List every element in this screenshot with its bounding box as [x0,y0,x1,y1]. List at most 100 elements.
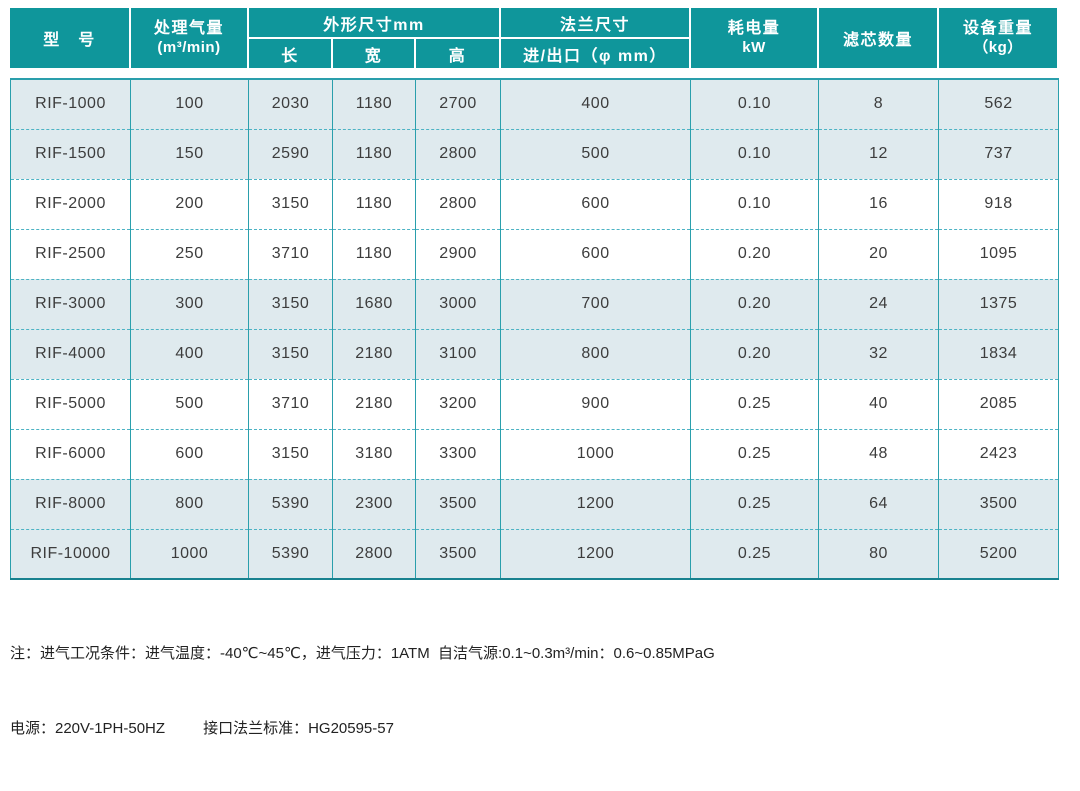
col-header-weight-unit: （kg） [973,39,1023,56]
cell-length: 2590 [248,129,333,180]
cell-capacity: 500 [130,379,249,430]
cell-capacity: 150 [130,129,249,180]
cell-height: 2800 [415,129,501,180]
cell-weight: 1834 [938,329,1059,380]
note-line-power-flange: 电源：220V-1PH-50HZ 接口法兰标准：HG20595-57 [10,716,1070,741]
cell-weight: 2085 [938,379,1059,430]
cell-length: 3150 [248,279,333,330]
cell-filter-count: 80 [818,529,939,579]
cell-power: 0.25 [690,379,819,430]
col-header-length: 长 [248,38,333,68]
cell-flange: 600 [500,229,691,280]
cell-power: 0.25 [690,529,819,579]
cell-width: 2800 [332,529,416,579]
table-row: RIF-2000 200 3150 1180 2800 600 0.10 16 … [10,179,1059,230]
cell-flange: 1000 [500,429,691,480]
table-row: RIF-1500 150 2590 1180 2800 500 0.10 12 … [10,129,1059,180]
header-body-gap [10,68,1070,78]
table-row: RIF-1000 100 2030 1180 2700 400 0.10 8 5… [10,79,1059,130]
cell-width: 1180 [332,179,416,230]
cell-length: 3710 [248,229,333,280]
cell-length: 5390 [248,529,333,579]
cell-model: RIF-2500 [10,229,131,280]
cell-flange: 1200 [500,479,691,530]
col-header-flange-sub: 进/出口（φ mm） [500,38,692,68]
cell-filter-count: 16 [818,179,939,230]
cell-power: 0.20 [690,229,819,280]
col-header-power-unit: kW [742,39,766,56]
cell-height: 3000 [415,279,501,330]
cell-capacity: 1000 [130,529,249,579]
cell-flange: 600 [500,179,691,230]
cell-width: 1680 [332,279,416,330]
cell-width: 1180 [332,129,416,180]
col-header-width: 宽 [332,38,416,68]
cell-height: 3200 [415,379,501,430]
cell-capacity: 600 [130,429,249,480]
col-header-height: 高 [415,38,502,68]
cell-capacity: 300 [130,279,249,330]
cell-capacity: 200 [130,179,249,230]
table-row: RIF-6000 600 3150 3180 3300 1000 0.25 48… [10,429,1059,480]
cell-power: 0.25 [690,429,819,480]
cell-height: 3300 [415,429,501,480]
cell-model: RIF-1500 [10,129,131,180]
col-header-power: 耗电量 kW [690,8,820,68]
cell-width: 1180 [332,229,416,280]
cell-length: 3150 [248,179,333,230]
cell-filter-count: 20 [818,229,939,280]
col-header-capacity: 处理气量 (m³/min) [130,8,249,68]
cell-width: 2300 [332,479,416,530]
spec-table-header: 型 号 处理气量 (m³/min) 外形尺寸mm 法兰尺寸 耗电量 kW 滤芯数… [10,8,1060,68]
table-row: RIF-2500 250 3710 1180 2900 600 0.20 20 … [10,229,1059,280]
cell-model: RIF-10000 [10,529,131,579]
cell-filter-count: 12 [818,129,939,180]
cell-filter-count: 40 [818,379,939,430]
col-header-power-title: 耗电量 [727,20,781,37]
cell-model: RIF-2000 [10,179,131,230]
cell-model: RIF-8000 [10,479,131,530]
cell-power: 0.10 [690,179,819,230]
cell-height: 3500 [415,529,501,579]
cell-filter-count: 8 [818,79,939,130]
cell-width: 2180 [332,379,416,430]
cell-model: RIF-4000 [10,329,131,380]
cell-length: 2030 [248,79,333,130]
cell-capacity: 800 [130,479,249,530]
cell-length: 3150 [248,429,333,480]
cell-width: 1180 [332,79,416,130]
cell-weight: 3500 [938,479,1059,530]
cell-width: 3180 [332,429,416,480]
cell-length: 3710 [248,379,333,430]
cell-model: RIF-6000 [10,429,131,480]
cell-weight: 5200 [938,529,1059,579]
cell-flange: 800 [500,329,691,380]
col-header-weight-title: 设备重量 [963,20,1034,37]
cell-power: 0.10 [690,79,819,130]
footnotes: 注：进气工况条件：进气温度：-40℃~45℃，进气压力：1ATM 自洁气源:0.… [10,591,1070,791]
cell-flange: 700 [500,279,691,330]
cell-weight: 1375 [938,279,1059,330]
table-row: RIF-3000 300 3150 1680 3000 700 0.20 24 … [10,279,1059,330]
cell-power: 0.10 [690,129,819,180]
table-row: RIF-10000 1000 5390 2800 3500 1200 0.25 … [10,529,1059,579]
cell-width: 2180 [332,329,416,380]
spec-table-body: RIF-1000 100 2030 1180 2700 400 0.10 8 5… [10,78,1059,580]
cell-length: 3150 [248,329,333,380]
cell-weight: 918 [938,179,1059,230]
cell-height: 2900 [415,229,501,280]
col-header-weight: 设备重量 （kg） [938,8,1060,68]
cell-filter-count: 32 [818,329,939,380]
table-row: RIF-4000 400 3150 2180 3100 800 0.20 32 … [10,329,1059,380]
cell-height: 3500 [415,479,501,530]
col-header-filters: 滤芯数量 [818,8,940,68]
cell-capacity: 100 [130,79,249,130]
table-row: RIF-5000 500 3710 2180 3200 900 0.25 40 … [10,379,1059,430]
cell-filter-count: 48 [818,429,939,480]
cell-power: 0.20 [690,329,819,380]
cell-weight: 1095 [938,229,1059,280]
cell-height: 2700 [415,79,501,130]
cell-weight: 737 [938,129,1059,180]
col-header-capacity-title: 处理气量 [153,20,224,37]
